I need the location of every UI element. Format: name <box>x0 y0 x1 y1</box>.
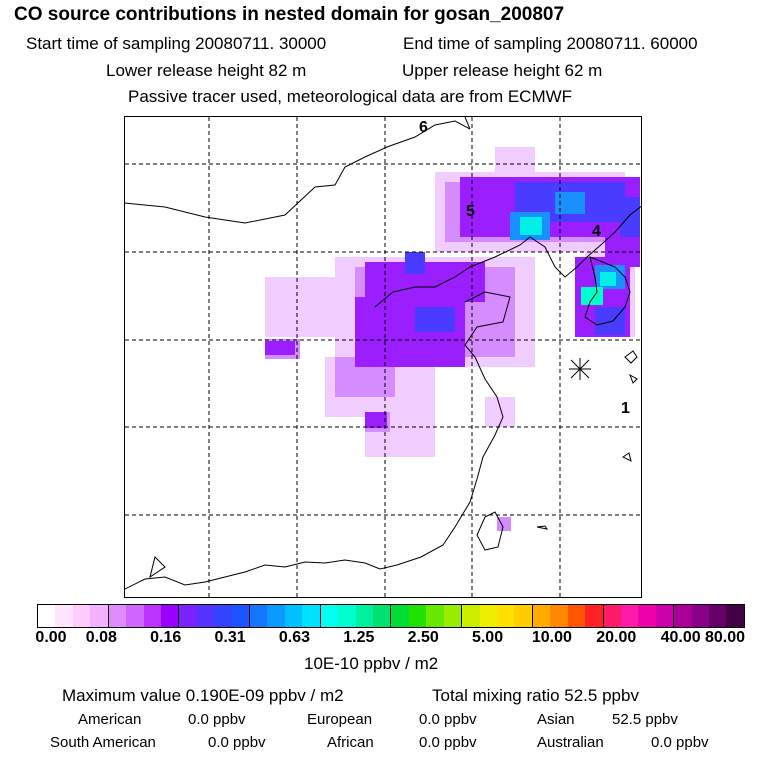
colorbar-segment <box>426 605 444 627</box>
map-panel: 6 5 4 1 <box>124 116 642 598</box>
source-american-name: American <box>78 711 142 728</box>
colorbar-tick-label: 2.50 <box>407 629 439 646</box>
colorbar-segment <box>674 605 692 627</box>
colorbar-segment <box>462 605 480 627</box>
colorbar-tick-label: 40.00 <box>660 629 701 646</box>
colorbar-tick-label: 0.00 <box>35 629 67 646</box>
colorbar-segment <box>479 605 497 627</box>
source-asian-value: 52.5 ppbv <box>612 711 678 728</box>
colorbar-segment <box>90 605 109 627</box>
colorbar-segment <box>126 605 144 627</box>
map-canvas: 6 5 4 1 <box>125 117 641 597</box>
colorbar-segment <box>214 605 232 627</box>
source-european-value: 0.0 ppbv <box>419 711 477 728</box>
colorbar-tick-label: 5.00 <box>471 629 504 646</box>
colorbar-tick-label: 80.00 <box>704 629 746 646</box>
colorbar-segment <box>443 605 463 627</box>
colorbar-unit-label: 10E-10 ppbv / m2 <box>304 654 439 673</box>
coastline-layer <box>125 117 641 590</box>
colorbar-segment <box>620 605 639 627</box>
colorbar-segment <box>550 605 568 627</box>
source-south-american-value: 0.0 ppbv <box>208 734 266 751</box>
colorbar-tick-label: 0.16 <box>150 629 182 646</box>
receptor-star-icon <box>569 358 591 380</box>
source-asian-name: Asian <box>537 711 575 728</box>
colorbar-segment <box>179 605 197 627</box>
colorbar-tick-label: 1.25 <box>343 629 375 646</box>
region-label-5: 5 <box>466 203 475 220</box>
colorbar-segment <box>496 605 515 627</box>
source-african-name: African <box>327 734 374 751</box>
colorbar-segment <box>391 605 409 627</box>
colorbar-segment <box>302 605 321 627</box>
colorbar-segment <box>585 605 604 627</box>
colorbar-segment <box>55 605 73 627</box>
source-australian-value: 0.0 ppbv <box>651 734 709 751</box>
colorbar-tick-label: 20.00 <box>596 629 637 646</box>
colorbar-segment <box>196 605 215 627</box>
colorbar-segment <box>638 605 656 627</box>
source-australian-name: Australian <box>537 734 604 751</box>
plume-layer <box>265 147 640 531</box>
start-time-label: Start time of sampling 20080711. 30000 <box>26 34 327 53</box>
colorbar-segment <box>373 605 392 627</box>
colorbar-segment <box>726 605 744 627</box>
colorbar-segment <box>691 605 710 627</box>
region-label-6: 6 <box>419 119 428 136</box>
total-mixing-label: Total mixing ratio 52.5 ppbv <box>432 686 639 705</box>
region-label-4: 4 <box>592 223 601 240</box>
colorbar-tick-label: 0.08 <box>85 629 117 646</box>
colorbar-segment <box>267 605 285 627</box>
colorbar-segment <box>108 605 127 627</box>
colorbar-segment <box>355 605 374 627</box>
colorbar-segment <box>338 605 356 627</box>
colorbar <box>37 604 745 628</box>
source-european-name: European <box>307 711 373 728</box>
colorbar-segment <box>320 605 339 627</box>
plume-peak <box>581 287 603 305</box>
colorbar-segment <box>603 605 621 627</box>
grid-lines <box>125 117 641 597</box>
colorbar-segment <box>514 605 533 627</box>
colorbar-segment <box>655 605 675 627</box>
chart-title: CO source contributions in nested domain… <box>14 4 565 25</box>
colorbar-segment <box>231 605 251 627</box>
tracer-note: Passive tracer used, meteorological data… <box>128 87 573 106</box>
source-american-value: 0.0 ppbv <box>188 711 246 728</box>
source-south-american-name: South American <box>50 734 156 751</box>
colorbar-segment <box>160 605 180 627</box>
colorbar-tick-label: 0.31 <box>214 629 246 646</box>
colorbar-tick-label: 10.00 <box>531 629 572 646</box>
colorbar-segment <box>250 605 268 627</box>
source-african-value: 0.0 ppbv <box>419 734 477 751</box>
colorbar-segment <box>408 605 427 627</box>
colorbar-segment <box>72 605 91 627</box>
colorbar-segment <box>38 605 56 627</box>
colorbar-tick-label: 0.63 <box>278 629 311 646</box>
max-value-label: Maximum value 0.190E-09 ppbv / m2 <box>62 686 344 705</box>
colorbar-segment <box>567 605 586 627</box>
colorbar-segment <box>709 605 727 627</box>
colorbar-segment <box>532 605 551 627</box>
lower-release-label: Lower release height 82 m <box>106 61 307 80</box>
region-label-1: 1 <box>621 400 630 417</box>
colorbar-segment <box>143 605 161 627</box>
colorbar-segment <box>284 605 303 627</box>
upper-release-label: Upper release height 62 m <box>402 61 603 80</box>
end-time-label: End time of sampling 20080711. 60000 <box>403 34 698 53</box>
